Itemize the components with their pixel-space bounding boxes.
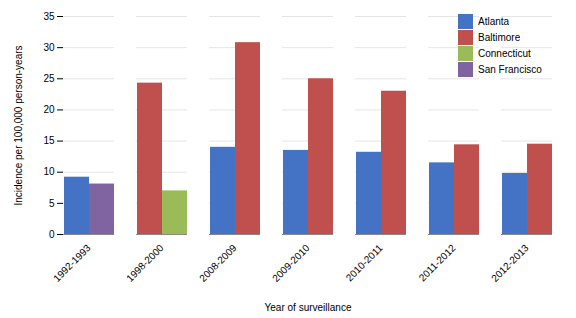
svg-text:1992-1993: 1992-1993 xyxy=(51,242,93,284)
svg-text:2008-2009: 2008-2009 xyxy=(197,242,239,284)
html-text:San Francisco: San Francisco xyxy=(478,64,542,75)
svg-text:2010-2011: 2010-2011 xyxy=(344,242,385,283)
svg-text:30: 30 xyxy=(43,42,55,53)
svg-text:Incidence per 100,000 person-y: Incidence per 100,000 person-years xyxy=(13,45,24,205)
svg-text:1998-2000: 1998-2000 xyxy=(124,242,166,284)
html-text:Atlanta: Atlanta xyxy=(478,16,510,27)
svg-text:35: 35 xyxy=(43,11,55,22)
html-text:Baltimore: Baltimore xyxy=(478,32,521,43)
svg-text:2012-2013: 2012-2013 xyxy=(489,242,531,284)
svg-text:5: 5 xyxy=(49,198,55,209)
html-text:Connecticut: Connecticut xyxy=(478,48,531,59)
svg-text:Year of surveillance: Year of surveillance xyxy=(265,302,352,313)
svg-text:15: 15 xyxy=(43,135,55,146)
svg-text:0: 0 xyxy=(49,229,55,240)
svg-text:25: 25 xyxy=(43,73,55,84)
svg-text:2011-2012: 2011-2012 xyxy=(417,242,458,283)
svg-text:2009-2010: 2009-2010 xyxy=(270,242,312,284)
svg-text:10: 10 xyxy=(43,166,55,177)
svg-text:20: 20 xyxy=(43,104,55,115)
